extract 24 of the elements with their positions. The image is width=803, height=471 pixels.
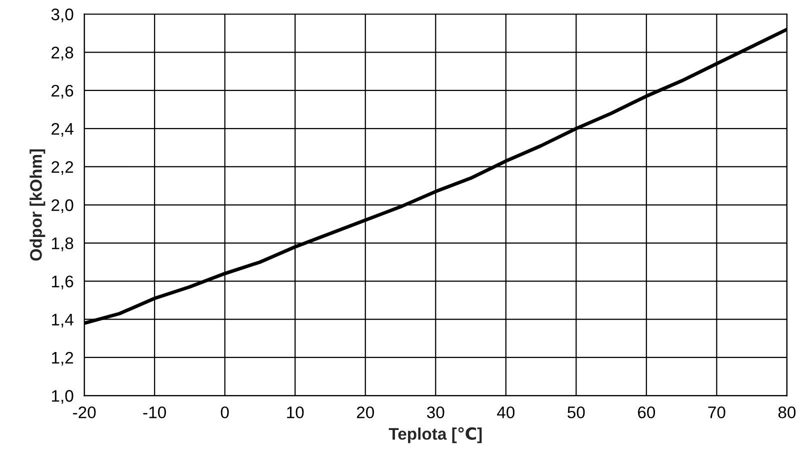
- y-axis-title: Odpor [kOhm]: [30, 149, 46, 261]
- y-tick-label: 2,6: [52, 84, 74, 99]
- y-tick-label: 3,0: [51, 8, 74, 22]
- y-tick-label: 1,4: [52, 314, 74, 328]
- y-tick-label: 1,6: [52, 276, 74, 290]
- y-tick-label: 1,0: [52, 390, 74, 404]
- y-tick-label: 1,2: [52, 352, 74, 366]
- x-tick-label: -20: [73, 406, 96, 418]
- x-tick-label: 60: [638, 406, 656, 418]
- y-tick-label: 2,2: [52, 161, 74, 175]
- x-tick-label: 80: [778, 406, 796, 418]
- x-tick-label: 20: [356, 406, 374, 418]
- x-tick-label: 0: [220, 406, 229, 418]
- x-axis-title: Teplota [℃]: [388, 427, 482, 444]
- x-tick-label: 40: [497, 406, 515, 418]
- x-tick-label: 70: [708, 406, 726, 418]
- y-tick-label: 1,8: [52, 237, 74, 252]
- y-tick-label: 2,4: [52, 122, 74, 137]
- x-tick-label: -10: [143, 406, 166, 418]
- x-tick-label: 50: [568, 406, 585, 418]
- x-tick-label: 30: [426, 406, 444, 418]
- y-tick-label: 2,0: [52, 199, 74, 214]
- x-tick-label: 10: [287, 406, 304, 418]
- y-tick-label: 2,8: [52, 46, 74, 60]
